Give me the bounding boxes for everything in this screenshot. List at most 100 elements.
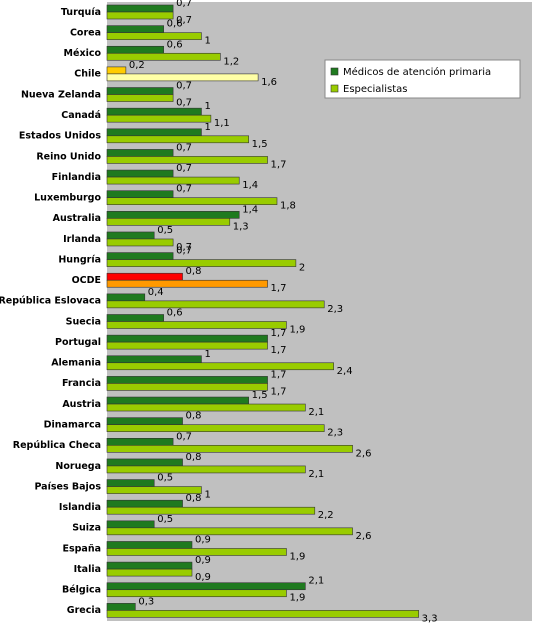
value-label: 1,9 <box>289 325 305 336</box>
bar <box>106 603 136 611</box>
value-label: 1,7 <box>271 369 287 380</box>
bar <box>106 190 174 198</box>
bar <box>106 279 268 288</box>
value-label: 1,7 <box>271 159 287 170</box>
legend-label: Médicos de atención primaria <box>343 66 491 78</box>
value-label: 2,4 <box>337 366 353 377</box>
value-label: 0,7 <box>176 98 192 109</box>
y-tick-label: Nueva Zelanda <box>21 89 101 100</box>
value-label: 1 <box>204 490 210 501</box>
bar <box>106 568 193 577</box>
value-label: 0,4 <box>148 287 164 298</box>
y-tick-label: República Eslovaca <box>0 296 101 307</box>
value-label: 0,9 <box>195 572 211 583</box>
value-label: 0,9 <box>195 534 211 545</box>
value-label: 2,1 <box>308 576 324 587</box>
value-label: 0,7 <box>176 246 192 257</box>
bar <box>106 355 202 364</box>
value-label: 1,1 <box>214 118 230 129</box>
y-tick-label: Noruega <box>55 461 101 472</box>
bar <box>106 610 419 618</box>
value-label: 0,8 <box>186 411 202 422</box>
value-label: 0,7 <box>176 0 192 9</box>
bar <box>106 211 240 219</box>
value-label: 0,5 <box>157 514 173 525</box>
value-label: 0,3 <box>138 596 154 607</box>
legend-swatch <box>330 67 339 76</box>
value-label: 0,7 <box>176 81 192 92</box>
y-tick-label: Italia <box>74 564 101 575</box>
bar <box>106 561 193 570</box>
bar <box>106 128 202 137</box>
value-label: 0,2 <box>129 60 145 71</box>
value-label: 0,7 <box>176 163 192 174</box>
y-tick-label: Canadá <box>61 110 101 121</box>
value-label: 1,7 <box>271 345 287 356</box>
y-tick-label: Australia <box>53 213 101 224</box>
bar <box>106 45 164 54</box>
value-label: 1,7 <box>271 283 287 294</box>
bar <box>106 362 334 371</box>
value-label: 1,5 <box>252 390 268 401</box>
bar <box>106 458 183 467</box>
bar <box>106 341 268 350</box>
y-tick-label: Irlanda <box>63 234 101 245</box>
value-label: 1 <box>204 101 210 112</box>
bar <box>106 541 193 549</box>
value-label: 1 <box>204 36 210 47</box>
bar <box>106 506 316 515</box>
value-label: 2,6 <box>356 531 372 542</box>
bar <box>106 169 174 178</box>
bar <box>106 424 325 432</box>
bar <box>106 383 268 391</box>
value-label: 0,8 <box>186 452 202 463</box>
bar <box>106 272 183 281</box>
value-label: 1,3 <box>233 221 249 232</box>
value-label: 1,2 <box>223 56 239 67</box>
bar <box>106 94 174 102</box>
value-label: 0,7 <box>176 15 192 26</box>
value-label: 1,8 <box>280 201 296 212</box>
value-label: 2,1 <box>308 407 324 418</box>
bar <box>106 396 249 405</box>
plot-area <box>107 2 532 621</box>
y-tick-label: Bélgica <box>62 585 101 596</box>
y-tick-label: Francia <box>62 378 101 389</box>
bar <box>106 479 155 487</box>
value-label: 0,6 <box>167 19 183 30</box>
bar <box>106 107 202 116</box>
y-tick-label: OCDE <box>72 275 101 286</box>
y-tick-label: Corea <box>70 27 101 38</box>
y-tick-label: Reino Unido <box>36 151 101 162</box>
value-label: 0,7 <box>176 242 192 253</box>
bar <box>106 548 287 556</box>
legend <box>324 59 521 99</box>
value-label: 0,9 <box>195 555 211 566</box>
value-label: 1 <box>204 122 210 133</box>
value-label: 1,6 <box>261 77 277 88</box>
value-label: 0,7 <box>176 184 192 195</box>
y-tick-label: Grecia <box>67 605 101 616</box>
bar <box>106 403 306 412</box>
y-tick-label: Países Bajos <box>34 481 101 492</box>
bar <box>106 238 174 247</box>
bar <box>106 527 353 536</box>
y-tick-label: Turquía <box>61 7 101 18</box>
value-label: 0,7 <box>176 142 192 153</box>
bar <box>106 259 297 267</box>
bar <box>106 589 287 598</box>
value-label: 1,7 <box>271 386 287 397</box>
value-label: 0,6 <box>167 39 183 50</box>
value-label: 1,4 <box>242 180 258 191</box>
value-label: 3,3 <box>422 613 438 624</box>
bar <box>106 149 174 157</box>
legend-label: Especialistas <box>343 84 407 95</box>
value-label: 2,3 <box>327 428 343 439</box>
value-label: 2 <box>299 263 305 274</box>
bar <box>106 66 127 75</box>
value-label: 1,5 <box>252 139 268 150</box>
legend-swatch <box>330 84 339 93</box>
bar <box>106 11 174 20</box>
y-tick-label: España <box>62 543 101 554</box>
